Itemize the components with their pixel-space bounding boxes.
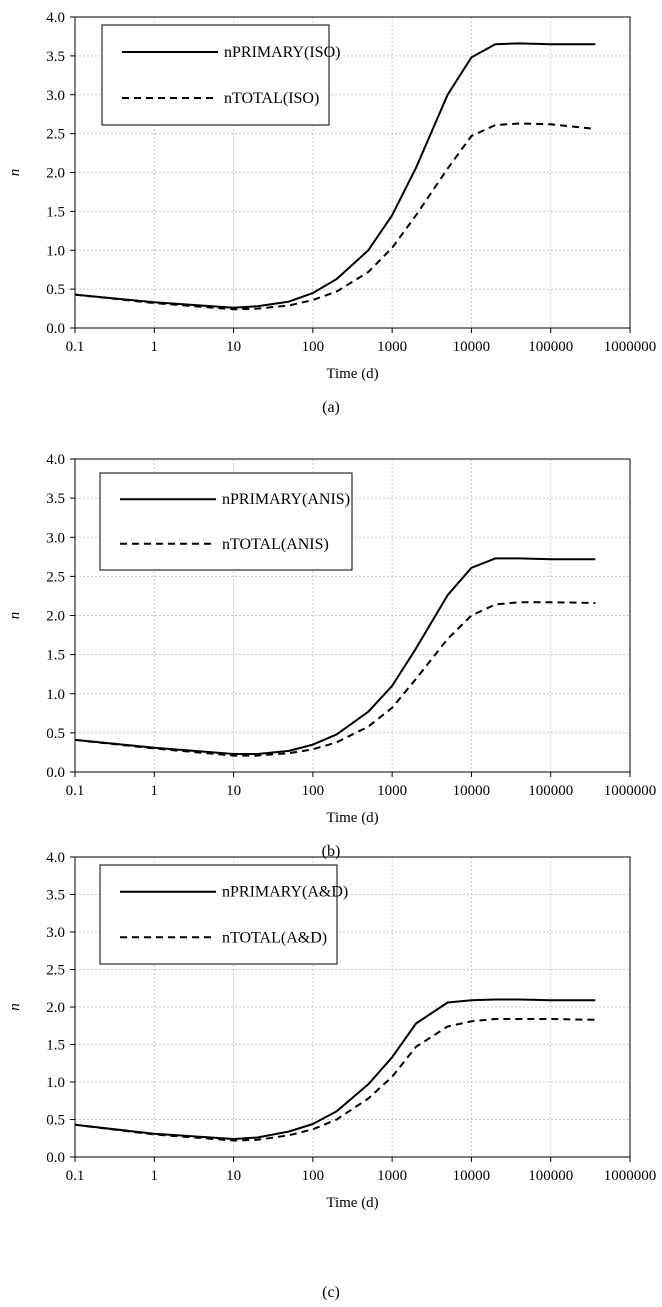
x-tick-label: 100000 — [528, 783, 573, 799]
y-tick-label: 4.0 — [46, 850, 65, 866]
x-tick-label: 10000 — [453, 339, 491, 355]
x-tick-label: 1 — [151, 1168, 159, 1184]
x-tick-label: 0.1 — [66, 339, 85, 355]
y-tick-label: 1.5 — [46, 1038, 65, 1054]
chart-panel: 0.1 1 10 100 1000 10000 100000 1000000 0.0 0.5 1.0… — [7, 850, 656, 1301]
y-tick-label: 1.5 — [46, 204, 65, 220]
x-axis-title: Time (d) — [326, 810, 378, 826]
y-axis-title: n — [7, 1003, 23, 1011]
x-tick-label: 10 — [226, 339, 241, 355]
x-tick-label: 0.1 — [66, 1168, 85, 1184]
series-line — [74, 1018, 596, 1142]
series-line — [74, 998, 596, 1140]
y-tick-label: 2.0 — [46, 609, 65, 625]
x-tick-label: 1000000 — [604, 339, 657, 355]
x-tick-label: 1 — [151, 783, 159, 799]
panel-caption: (a) — [322, 399, 340, 416]
y-tick-label: 3.5 — [46, 491, 65, 507]
chart-panel: 0.1 1 10 100 1000 10000 100000 1000000 0.0 0.5 1.0… — [7, 10, 656, 416]
legend-label: nTOTAL(ISO) — [224, 90, 319, 107]
x-tick-label: 1000 — [377, 1168, 407, 1184]
legend-label: nTOTAL(A&D) — [222, 929, 327, 946]
y-tick-label: 0.0 — [46, 321, 65, 337]
y-tick-label: 0.5 — [46, 1113, 65, 1129]
legend-box — [99, 864, 338, 965]
legend-label: nTOTAL(ANIS) — [222, 536, 329, 553]
y-axis-title: n — [7, 169, 23, 177]
y-tick-label: 2.5 — [46, 569, 65, 585]
series-line — [74, 122, 596, 311]
y-axis-title: n — [7, 612, 23, 620]
y-tick-label: 2.5 — [46, 127, 65, 143]
x-tick-label: 0.1 — [66, 783, 85, 799]
y-tick-label: 1.0 — [46, 243, 65, 259]
series-line — [74, 601, 596, 757]
chart-panel: 0.1 1 10 100 1000 10000 100000 1000000 0.0 0.5 1.0… — [7, 452, 656, 860]
x-tick-label: 100 — [302, 1168, 325, 1184]
x-tick-label: 100 — [302, 339, 325, 355]
panel-caption: (c) — [322, 1284, 340, 1301]
y-tick-label: 0.0 — [46, 765, 65, 781]
x-axis-title: Time (d) — [326, 366, 378, 382]
x-tick-label: 10000 — [453, 1168, 491, 1184]
y-tick-label: 2.0 — [46, 166, 65, 182]
x-tick-label: 100 — [302, 783, 325, 799]
legend-label: nPRIMARY(ANIS) — [222, 491, 350, 508]
y-tick-label: 4.0 — [46, 452, 65, 468]
y-tick-label: 0.5 — [46, 726, 65, 742]
y-tick-label: 3.0 — [46, 88, 65, 104]
y-tick-label: 1.0 — [46, 687, 65, 703]
y-tick-label: 2.5 — [46, 963, 65, 979]
y-tick-label: 3.5 — [46, 888, 65, 904]
panel-caption: (b) — [322, 843, 341, 860]
series-line — [74, 557, 596, 755]
x-tick-label: 1000000 — [604, 1168, 657, 1184]
y-tick-label: 0.5 — [46, 282, 65, 298]
y-tick-label: 0.0 — [46, 1150, 65, 1166]
x-tick-label: 10 — [226, 783, 241, 799]
legend-label: nPRIMARY(ISO) — [224, 44, 340, 61]
legend-box — [99, 472, 353, 571]
x-tick-label: 1000 — [377, 783, 407, 799]
x-tick-label: 10000 — [453, 783, 491, 799]
x-tick-label: 1000 — [377, 339, 407, 355]
legend: nPRIMARY(A&D) nTOTAL(A&D) — [99, 864, 348, 965]
legend: nPRIMARY(ANIS) nTOTAL(ANIS) — [99, 472, 353, 571]
x-tick-label: 10 — [226, 1168, 241, 1184]
y-tick-label: 1.5 — [46, 648, 65, 664]
y-tick-label: 1.0 — [46, 1075, 65, 1091]
y-tick-label: 4.0 — [46, 10, 65, 26]
x-tick-label: 1000000 — [604, 783, 657, 799]
x-tick-label: 100000 — [528, 1168, 573, 1184]
y-tick-label: 2.0 — [46, 1000, 65, 1016]
y-tick-label: 3.0 — [46, 925, 65, 941]
x-tick-label: 100000 — [528, 339, 573, 355]
x-tick-label: 1 — [151, 339, 159, 355]
series-line — [74, 42, 596, 309]
y-tick-label: 3.5 — [46, 49, 65, 65]
legend-label: nPRIMARY(A&D) — [222, 884, 348, 901]
x-axis-title: Time (d) — [326, 1195, 378, 1211]
legend: nPRIMARY(ISO) nTOTAL(ISO) — [101, 24, 340, 126]
legend-box — [101, 24, 330, 126]
y-tick-label: 3.0 — [46, 530, 65, 546]
